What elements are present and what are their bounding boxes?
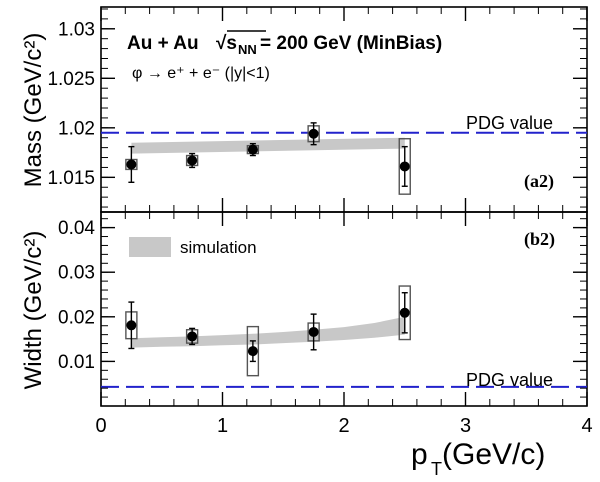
panel-b2-reference-label: PDG value [466, 370, 553, 390]
panel-b2-tag: (b2) [524, 229, 555, 250]
x-axis-label-main: p [411, 438, 428, 471]
data-point-b2-3 [308, 326, 319, 337]
data-point-b2-4 [399, 307, 410, 318]
x-axis-label-sub: T [431, 459, 442, 479]
panel-a2-title-rest: = 200 GeV (MinBias) [260, 33, 442, 54]
panel-a2-title-sub: NN [238, 42, 257, 57]
panel-a2-reference-label: PDG value [466, 113, 553, 133]
x-tick-label-3: 3 [460, 415, 471, 437]
systematic-box-b2-4 [398, 285, 411, 341]
y-tick-label-a2-3: 1.03 [58, 19, 95, 40]
panel-b2-ticks: 0.01 0.02 0.03 0.04 0 1 2 3 4 [58, 212, 593, 437]
x-tick-label-2: 2 [338, 415, 349, 437]
data-point-a2-4 [399, 161, 410, 172]
y-tick-label-b2-1: 0.02 [58, 307, 95, 328]
legend-simulation-swatch [129, 237, 171, 257]
x-axis-label-rest: (GeV/c) [442, 438, 545, 471]
y-tick-label-b2-0: 0.01 [58, 352, 95, 373]
y-tick-label-a2-2: 1.025 [47, 69, 95, 90]
data-point-b2-2 [247, 346, 258, 357]
y-tick-label-b2-2: 0.03 [58, 263, 95, 284]
simulation-band-b2 [131, 316, 405, 348]
data-point-b2-0 [126, 320, 137, 331]
systematic-box-a2-4 [398, 138, 411, 195]
x-tick-label-4: 4 [581, 415, 592, 437]
panel-a2-title-sqrt: √s [216, 33, 237, 54]
panel-a2-ticks: 1.015 1.02 1.025 1.03 [47, 7, 588, 212]
panel-b2-marks [101, 285, 587, 388]
panel-a2-title-main: Au + Au [127, 33, 199, 54]
y-tick-label-a2-1: 1.02 [58, 118, 95, 139]
data-point-a2-2 [247, 144, 258, 155]
x-tick-label-1: 1 [217, 415, 228, 437]
panel-a2-y-axis-label: Mass (GeV/c²) [20, 33, 47, 188]
x-tick-label-0: 0 [95, 415, 106, 437]
simulation-band-a2 [131, 137, 405, 154]
data-point-a2-1 [187, 155, 198, 166]
y-tick-label-b2-3: 0.04 [58, 218, 95, 239]
systematic-box-b2-2 [246, 325, 260, 377]
y-tick-label-a2-0: 1.015 [47, 168, 95, 189]
data-point-b2-1 [187, 331, 198, 342]
panel-a2-decay-label: φ → e⁺ + e⁻ (|y|<1) [132, 65, 270, 82]
panel-a2-marks [101, 122, 587, 195]
panel-b2-y-axis-label: Width (GeV/c²) [20, 231, 47, 390]
data-point-a2-3 [308, 128, 319, 139]
panel-a2-tag: (a2) [524, 171, 554, 192]
data-point-a2-0 [126, 159, 137, 170]
legend-simulation-label: simulation [180, 238, 257, 257]
